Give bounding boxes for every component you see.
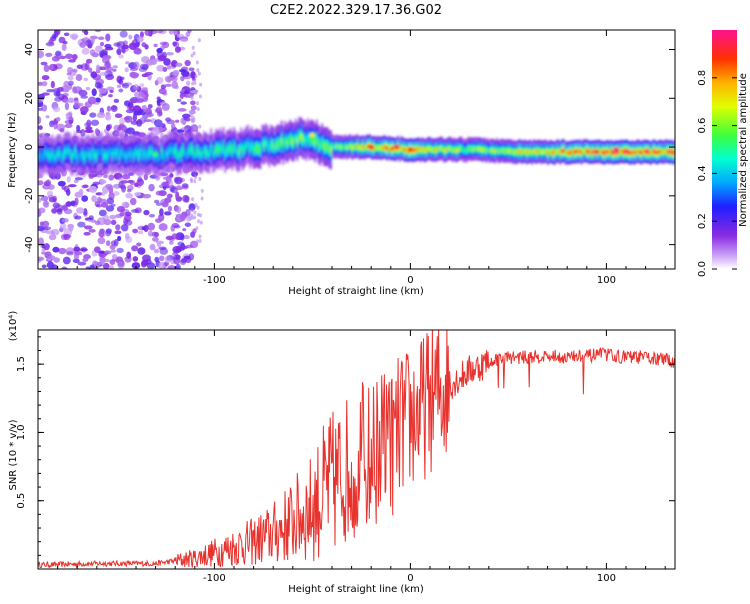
- spectrogram-x-tick-label: -100: [203, 275, 226, 286]
- colorbar-gradient: [712, 30, 737, 269]
- snr-y-axis-label: SNR (10 * v/v): [8, 419, 19, 490]
- snr-x-tick-label: 100: [597, 573, 616, 584]
- spectrogram-x-tick-label: 100: [597, 275, 616, 286]
- snr-y-tick-label: 1.0: [16, 424, 27, 440]
- spectrogram-y-tick-label: -40: [24, 236, 35, 252]
- colorbar-tick-label: 0.2: [697, 213, 708, 229]
- spectrogram-y-tick-label: 0: [24, 144, 35, 150]
- spectrogram-y-axis-label: Frequency (Hz): [7, 112, 18, 188]
- colorbar-tick-label: 0.4: [697, 165, 708, 181]
- snr-y-tick-label: 0.5: [16, 493, 27, 509]
- colorbar-tick-label: 0.6: [697, 118, 708, 134]
- spectrogram-y-tick-label: 20: [24, 92, 35, 105]
- colorbar-tick-label: 0.8: [697, 70, 708, 86]
- spectrogram-frame: [37, 29, 676, 270]
- snr-y-multiplier: (x10⁴): [8, 311, 19, 342]
- colorbar-label: Normalized spectral amplitude: [738, 73, 749, 227]
- snr-background: [38, 330, 675, 569]
- snr-y-tick-label: 1.5: [16, 356, 27, 372]
- spectrogram-x-tick-label: 0: [407, 275, 413, 286]
- spectrogram-ridge: [38, 117, 675, 178]
- snr-panel: -100 0 100 0.5 1.0 1.5 Height of straight lin…: [8, 311, 676, 595]
- snr-x-tick-label: -100: [203, 573, 226, 584]
- spectrogram-y-tick-label: -20: [24, 188, 35, 204]
- snr-x-tick-label: 0: [407, 573, 413, 584]
- figure-title: C2E2.2022.329.17.36.G02: [270, 3, 442, 18]
- colorbar: 0.0 0.2 0.4 0.6 0.8 Normalized spectral ampl…: [697, 30, 749, 277]
- snr-x-axis-label: Height of straight line (km): [288, 584, 424, 595]
- snr-series-line: [38, 330, 675, 569]
- spectrogram-y-tick-label: 40: [24, 43, 35, 56]
- colorbar-tick-label: 0.0: [697, 261, 708, 277]
- spectrogram-x-axis-label: Height of straight line (km): [288, 286, 424, 297]
- spectrogram-panel: -100 0 100 -40 -20 0 20 40 Height of straight l…: [7, 29, 676, 297]
- snr-frame: [37, 329, 676, 570]
